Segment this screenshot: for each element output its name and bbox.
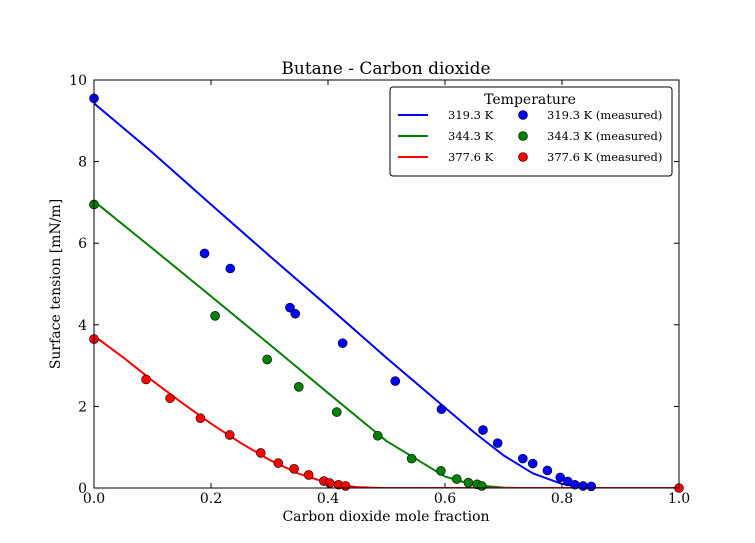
legend-title: Temperature	[484, 92, 576, 108]
legend-label: 377.6 K (measured)	[547, 150, 662, 164]
series-line-1	[94, 200, 679, 488]
data-point	[372, 430, 383, 441]
data-point	[324, 478, 335, 488]
data-point	[340, 481, 351, 491]
data-point	[518, 453, 528, 464]
data-point	[255, 448, 266, 458]
y-tick-label: 0	[78, 481, 87, 497]
x-axis-label: Carbon dioxide mole fraction	[282, 509, 489, 525]
legend-label: 344.3 K	[448, 129, 494, 143]
data-point	[303, 470, 314, 480]
data-point	[210, 311, 220, 321]
data-point	[390, 376, 401, 386]
x-tick-label: 0.2	[200, 491, 222, 507]
data-point	[331, 407, 342, 417]
data-point	[527, 458, 538, 469]
data-point	[492, 438, 503, 448]
x-tick-label: 1.0	[668, 491, 690, 507]
y-axis: 0 2 4 6 8 10	[69, 73, 679, 497]
data-point	[141, 374, 151, 385]
chart-title: Butane - Carbon dioxide	[281, 59, 490, 79]
y-tick-label: 10	[69, 73, 87, 89]
legend-marker-swatch	[518, 110, 528, 120]
series-points	[89, 93, 684, 493]
legend-box	[389, 86, 673, 177]
plot-area	[89, 79, 684, 493]
legend-label: 319.3 K	[448, 108, 494, 122]
data-point	[542, 465, 553, 476]
data-point	[578, 481, 588, 491]
data-point	[262, 354, 272, 365]
legend-label: 319.3 K (measured)	[547, 108, 662, 122]
data-point	[586, 481, 597, 492]
data-point	[406, 453, 417, 464]
data-point	[165, 393, 175, 404]
y-tick-label: 8	[78, 155, 87, 171]
plot-frame	[93, 79, 680, 489]
data-point	[273, 458, 284, 468]
y-tick-label: 2	[78, 399, 87, 415]
legend-label: 344.3 K (measured)	[547, 129, 662, 143]
y-tick-label: 6	[78, 236, 87, 252]
data-point	[285, 302, 295, 313]
x-tick-label: 0.0	[83, 491, 105, 507]
y-axis-label: Surface tension [mN/m]	[48, 199, 64, 369]
data-point	[477, 481, 487, 491]
data-point	[555, 472, 566, 483]
data-point	[436, 466, 446, 476]
data-point	[436, 404, 447, 415]
data-point	[293, 382, 304, 392]
data-point	[225, 263, 236, 274]
data-point	[451, 474, 462, 484]
data-point	[289, 464, 299, 474]
legend-marker-swatch	[518, 131, 528, 141]
legend-label: 377.6 K	[448, 150, 494, 164]
data-point	[478, 425, 488, 435]
x-tick-label: 0.4	[317, 491, 339, 507]
data-point	[199, 248, 210, 259]
data-point	[195, 413, 206, 424]
data-point	[337, 338, 348, 348]
x-tick-label: 0.6	[434, 491, 456, 507]
data-point	[463, 477, 474, 488]
data-point	[224, 430, 235, 440]
y-tick-label: 4	[78, 318, 87, 334]
x-axis: 0.0 0.2 0.4 0.6 0.8 1.0	[83, 80, 690, 507]
data-point	[290, 308, 301, 319]
legend-marker-swatch	[518, 152, 528, 162]
x-tick-label: 0.8	[551, 491, 573, 507]
